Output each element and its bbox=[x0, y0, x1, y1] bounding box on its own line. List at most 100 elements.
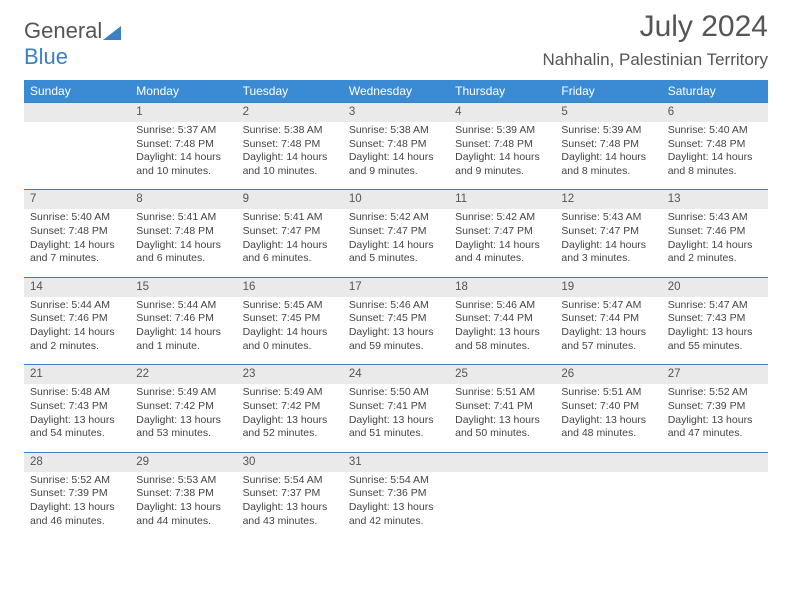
sunrise-text: Sunrise: 5:39 AM bbox=[455, 124, 549, 138]
day-content-cell: Sunrise: 5:52 AMSunset: 7:39 PMDaylight:… bbox=[24, 472, 130, 540]
day-content-cell: Sunrise: 5:38 AMSunset: 7:48 PMDaylight:… bbox=[237, 122, 343, 190]
daylight-text: Daylight: 14 hours and 8 minutes. bbox=[668, 151, 762, 178]
daynum-row: 28293031 bbox=[24, 452, 768, 471]
day-number-cell: 16 bbox=[237, 277, 343, 296]
sunset-text: Sunset: 7:43 PM bbox=[668, 312, 762, 326]
day-number-cell: 25 bbox=[449, 365, 555, 384]
day-content-cell bbox=[662, 472, 768, 540]
daylight-text: Daylight: 14 hours and 2 minutes. bbox=[30, 326, 124, 353]
weekday-header: Sunday bbox=[24, 80, 130, 103]
daylight-text: Daylight: 14 hours and 5 minutes. bbox=[349, 239, 443, 266]
day-number-cell: 20 bbox=[662, 277, 768, 296]
daylight-text: Daylight: 13 hours and 43 minutes. bbox=[243, 501, 337, 528]
sunrise-text: Sunrise: 5:40 AM bbox=[668, 124, 762, 138]
day-content-cell bbox=[555, 472, 661, 540]
page-title: July 2024 bbox=[640, 10, 768, 44]
daynum-row: 14151617181920 bbox=[24, 277, 768, 296]
sunset-text: Sunset: 7:47 PM bbox=[455, 225, 549, 239]
sunset-text: Sunset: 7:45 PM bbox=[349, 312, 443, 326]
sunset-text: Sunset: 7:48 PM bbox=[668, 138, 762, 152]
day-content-cell: Sunrise: 5:39 AMSunset: 7:48 PMDaylight:… bbox=[449, 122, 555, 190]
header: General Blue July 2024 Nahhalin, Palesti… bbox=[0, 0, 792, 80]
day-number-cell: 9 bbox=[237, 190, 343, 209]
content-row: Sunrise: 5:40 AMSunset: 7:48 PM Daylight:… bbox=[24, 209, 768, 277]
day-number-cell: 19 bbox=[555, 277, 661, 296]
sunset-text: Sunset: 7:39 PM bbox=[30, 487, 124, 501]
day-content-cell: Sunrise: 5:47 AMSunset: 7:44 PMDaylight:… bbox=[555, 297, 661, 365]
day-content-cell: Sunrise: 5:48 AMSunset: 7:43 PMDaylight:… bbox=[24, 384, 130, 452]
day-content-cell: Sunrise: 5:41 AMSunset: 7:47 PMDaylight:… bbox=[237, 209, 343, 277]
day-content-cell bbox=[449, 472, 555, 540]
weekday-header: Tuesday bbox=[237, 80, 343, 103]
weekday-header: Wednesday bbox=[343, 80, 449, 103]
sunrise-text: Sunrise: 5:42 AM bbox=[349, 211, 443, 225]
logo-text-2: Blue bbox=[24, 44, 68, 69]
day-content-cell: Sunrise: 5:46 AMSunset: 7:44 PMDaylight:… bbox=[449, 297, 555, 365]
day-content-cell: Sunrise: 5:54 AMSunset: 7:36 PMDaylight:… bbox=[343, 472, 449, 540]
sunset-text: Sunset: 7:41 PM bbox=[455, 400, 549, 414]
day-number-cell: 2 bbox=[237, 103, 343, 122]
daylight-text: Daylight: 13 hours and 53 minutes. bbox=[136, 414, 230, 441]
content-row: Sunrise: 5:37 AMSunset: 7:48 PMDaylight:… bbox=[24, 122, 768, 190]
daynum-row: 123456 bbox=[24, 103, 768, 122]
daylight-text: Daylight: 13 hours and 54 minutes. bbox=[30, 414, 124, 441]
weekday-header: Saturday bbox=[662, 80, 768, 103]
sunrise-text: Sunrise: 5:51 AM bbox=[561, 386, 655, 400]
day-content-cell: Sunrise: 5:49 AMSunset: 7:42 PMDaylight:… bbox=[237, 384, 343, 452]
sunrise-text: Sunrise: 5:48 AM bbox=[30, 386, 124, 400]
day-number-cell: 1 bbox=[130, 103, 236, 122]
sunrise-text: Sunrise: 5:49 AM bbox=[243, 386, 337, 400]
day-content-cell: Sunrise: 5:38 AMSunset: 7:48 PMDaylight:… bbox=[343, 122, 449, 190]
logo-text-1: General bbox=[24, 18, 102, 43]
sunrise-text: Sunrise: 5:44 AM bbox=[136, 299, 230, 313]
sunset-text: Sunset: 7:46 PM bbox=[30, 312, 124, 326]
day-number-cell: 29 bbox=[130, 452, 236, 471]
day-number-cell: 15 bbox=[130, 277, 236, 296]
sunset-text: Sunset: 7:48 PM bbox=[243, 138, 337, 152]
daynum-row: 21222324252627 bbox=[24, 365, 768, 384]
daynum-row: 78910111213 bbox=[24, 190, 768, 209]
sunrise-text: Sunrise: 5:47 AM bbox=[668, 299, 762, 313]
sunset-text: Sunset: 7:45 PM bbox=[243, 312, 337, 326]
sunset-text: Sunset: 7:48 PM bbox=[561, 138, 655, 152]
sunrise-text: Sunrise: 5:37 AM bbox=[136, 124, 230, 138]
sunset-text: Sunset: 7:36 PM bbox=[349, 487, 443, 501]
sunset-text: Sunset: 7:48 PM bbox=[30, 225, 124, 239]
day-content-cell: Sunrise: 5:47 AMSunset: 7:43 PMDaylight:… bbox=[662, 297, 768, 365]
day-content-cell: Sunrise: 5:53 AMSunset: 7:38 PMDaylight:… bbox=[130, 472, 236, 540]
sunset-text: Sunset: 7:44 PM bbox=[561, 312, 655, 326]
day-content-cell: Sunrise: 5:42 AMSunset: 7:47 PMDaylight:… bbox=[343, 209, 449, 277]
sunset-text: Sunset: 7:48 PM bbox=[455, 138, 549, 152]
day-content-cell: Sunrise: 5:51 AMSunset: 7:41 PMDaylight:… bbox=[449, 384, 555, 452]
sunrise-text: Sunrise: 5:40 AM bbox=[30, 211, 124, 225]
sunrise-text: Sunrise: 5:39 AM bbox=[561, 124, 655, 138]
day-content-cell: Sunrise: 5:46 AMSunset: 7:45 PMDaylight:… bbox=[343, 297, 449, 365]
daylight-text: Daylight: 13 hours and 51 minutes. bbox=[349, 414, 443, 441]
day-content-cell: Sunrise: 5:43 AMSunset: 7:46 PMDaylight:… bbox=[662, 209, 768, 277]
daylight-text: Daylight: 13 hours and 58 minutes. bbox=[455, 326, 549, 353]
day-number-cell: 21 bbox=[24, 365, 130, 384]
sunset-text: Sunset: 7:47 PM bbox=[349, 225, 443, 239]
day-number-cell: 12 bbox=[555, 190, 661, 209]
weekday-header: Monday bbox=[130, 80, 236, 103]
day-number-cell: 7 bbox=[24, 190, 130, 209]
sunset-text: Sunset: 7:38 PM bbox=[136, 487, 230, 501]
daylight-text: Daylight: 13 hours and 47 minutes. bbox=[668, 414, 762, 441]
sunrise-text: Sunrise: 5:45 AM bbox=[243, 299, 337, 313]
sunset-text: Sunset: 7:44 PM bbox=[455, 312, 549, 326]
day-content-cell: Sunrise: 5:54 AMSunset: 7:37 PMDaylight:… bbox=[237, 472, 343, 540]
daylight-text: Daylight: 14 hours and 10 minutes. bbox=[243, 151, 337, 178]
day-content-cell: Sunrise: 5:49 AMSunset: 7:42 PMDaylight:… bbox=[130, 384, 236, 452]
day-number-cell: 24 bbox=[343, 365, 449, 384]
weekday-header: Thursday bbox=[449, 80, 555, 103]
day-number-cell: 18 bbox=[449, 277, 555, 296]
daylight-text: Daylight: 14 hours and 6 minutes. bbox=[136, 239, 230, 266]
day-number-cell: 10 bbox=[343, 190, 449, 209]
daylight-text: Daylight: 14 hours and 10 minutes. bbox=[136, 151, 230, 178]
day-number-cell: 22 bbox=[130, 365, 236, 384]
daylight-text: Daylight: 14 hours and 9 minutes. bbox=[455, 151, 549, 178]
sunset-text: Sunset: 7:47 PM bbox=[561, 225, 655, 239]
day-content-cell: Sunrise: 5:44 AMSunset: 7:46 PMDaylight:… bbox=[24, 297, 130, 365]
day-number-cell: 6 bbox=[662, 103, 768, 122]
daylight-text: Daylight: 13 hours and 55 minutes. bbox=[668, 326, 762, 353]
